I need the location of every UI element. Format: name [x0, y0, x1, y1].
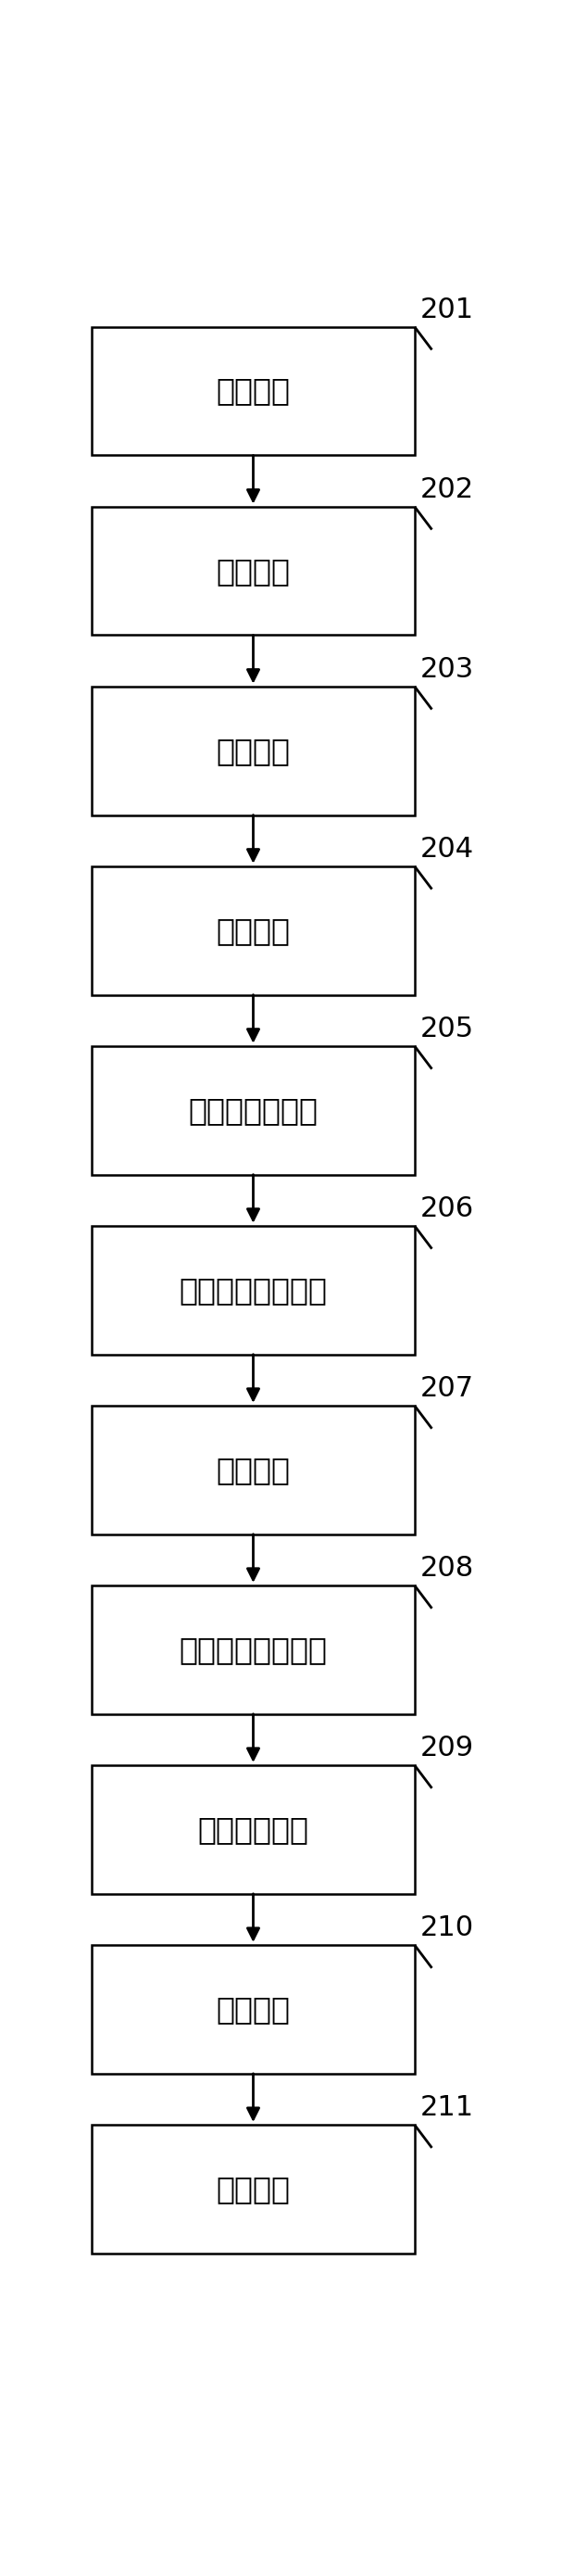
- Bar: [92, 1945, 415, 2074]
- Text: 叠加处理模块: 叠加处理模块: [198, 1814, 309, 1844]
- Text: 处理模块: 处理模块: [216, 737, 290, 765]
- Text: 优化模块: 优化模块: [216, 2174, 290, 2205]
- Text: 采集模块: 采集模块: [216, 556, 290, 587]
- Text: 202: 202: [420, 477, 474, 502]
- Bar: [92, 1406, 415, 1535]
- Bar: [92, 1765, 415, 1893]
- Text: 静校正处理模块: 静校正处理模块: [188, 1095, 318, 1126]
- Text: 褶积模块: 褶积模块: [216, 1994, 290, 2025]
- Bar: [92, 1226, 415, 1355]
- Text: 208: 208: [420, 1556, 474, 1582]
- Bar: [92, 1046, 415, 1175]
- Text: 偏移成像处理模块: 偏移成像处理模块: [179, 1275, 327, 1306]
- Text: 203: 203: [420, 657, 474, 683]
- Bar: [92, 2125, 415, 2254]
- Text: 207: 207: [420, 1376, 474, 1401]
- Text: 211: 211: [420, 2094, 474, 2123]
- Bar: [92, 507, 415, 636]
- Bar: [92, 866, 415, 994]
- Bar: [92, 1587, 415, 1713]
- Text: 210: 210: [420, 1914, 474, 1942]
- Text: 206: 206: [420, 1195, 474, 1224]
- Text: 205: 205: [420, 1015, 474, 1043]
- Text: 201: 201: [420, 296, 474, 325]
- Text: 时差校正处理模块: 时差校正处理模块: [179, 1636, 327, 1664]
- Text: 209: 209: [420, 1734, 474, 1762]
- Text: 204: 204: [420, 837, 474, 863]
- Text: 获取模块: 获取模块: [216, 1455, 290, 1486]
- Text: 监测模块: 监测模块: [216, 376, 290, 407]
- Bar: [92, 327, 415, 456]
- Bar: [92, 688, 415, 814]
- Text: 分析模块: 分析模块: [216, 914, 290, 945]
